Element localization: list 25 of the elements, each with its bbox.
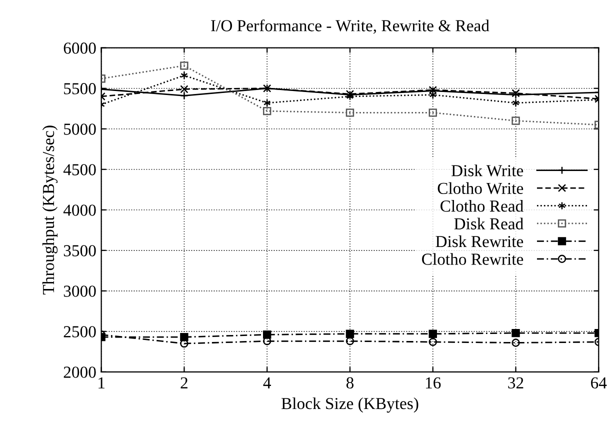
legend-label: Disk Read [454,218,524,230]
y-tick-label: 4500 [63,164,96,176]
x-tick-label: 32 [508,377,524,389]
y-axis-title: Throughput (KBytes/sec) [42,126,58,295]
legend-label: Disk Write [451,164,524,176]
x-tick-label: 16 [426,377,441,389]
legend-label: Disk Rewrite [436,235,524,248]
chart-title: I/O Performance - Write, Rewrite & Read [211,19,490,34]
x-tick-label: 8 [346,377,354,389]
x-tick-label: 4 [263,377,271,388]
y-tick-label: 6000 [64,42,96,54]
y-tick-label: 3000 [64,286,96,297]
x-tick-label: 64 [591,377,607,389]
x-axis-title: Block Size (KBytes) [281,397,418,413]
y-tick-label: 4000 [63,204,96,216]
x-tick-label: 2 [180,377,188,388]
y-tick-label: 2000 [64,366,96,378]
legend-label: Clotho Read [440,200,524,212]
x-tick-label: 1 [98,377,104,388]
legend-label: Clotho Rewrite [422,253,524,265]
legend-label: Clotho Write [438,182,524,194]
y-tick-label: 5000 [64,124,96,135]
y-tick-label: 5500 [64,83,96,94]
y-tick-label: 2500 [64,326,96,338]
y-tick-label: 3500 [64,245,96,256]
